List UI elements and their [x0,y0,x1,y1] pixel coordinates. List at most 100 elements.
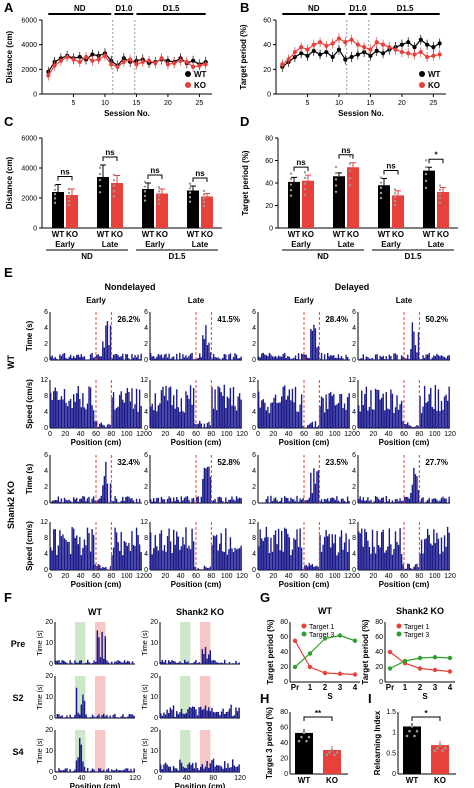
histogram-bar [159,533,161,570]
histogram-bar [138,498,141,503]
histogram-bar [198,662,200,664]
histogram-bar [222,663,224,664]
histogram-bar [281,396,283,428]
y-tick-label: 20 [150,619,158,626]
individual-point [328,751,331,754]
histogram-bar [176,353,178,360]
x-tick-label: 80 [207,431,215,438]
y-axis-label: Target period (%) [361,619,370,685]
histogram-bar [237,396,239,428]
histogram-bar [302,426,304,428]
histogram-bar [259,529,261,570]
x-tick-label: 2 [323,683,328,692]
histogram-bar [279,356,281,360]
y-tick-label: 12 [140,377,148,384]
histogram-bar [174,544,176,570]
histogram-bar [440,355,443,360]
histogram-bar [150,406,152,428]
category-label: WT [97,230,110,239]
histogram-bar [274,356,277,360]
histogram-bar [183,544,186,570]
y-tick-label: 60 [265,158,273,165]
histogram-bar [87,767,89,772]
histogram-bar [413,331,415,360]
histogram-bar [132,544,135,570]
individual-point [289,172,293,175]
histogram-bar [166,536,169,570]
histogram-bar [404,496,406,503]
histogram-bar [123,540,125,570]
histogram-bar [179,352,181,360]
y-tick-label: 0 [154,661,158,668]
x-axis-label: Position (cm) [279,580,330,589]
histogram-bar [185,712,188,718]
histogram-bar [205,427,207,428]
histogram-bar [287,533,289,570]
histogram-bar [448,532,450,570]
histogram-bar [69,500,72,503]
histogram-bar [323,354,326,360]
data-point [191,64,196,69]
histogram-bar [364,393,366,428]
histogram-bar [150,353,152,360]
histogram-bar [393,548,395,570]
y-tick-label: 20 [45,619,53,626]
histogram-bar [101,715,103,718]
histogram-bar [160,713,162,718]
individual-point [98,184,102,188]
y-tick-label: 6 [252,309,256,316]
histogram-bar [111,397,113,428]
histogram-bar [277,402,280,428]
histogram-bar [287,395,289,428]
histogram-bar [74,357,76,360]
sig-bracket [383,170,399,175]
histogram-bar [282,386,284,428]
histogram-bar [153,410,155,428]
histogram-bar [92,357,95,360]
histogram-bar [442,356,444,360]
histogram-bar [82,356,84,360]
y-tick-label: 4 [252,551,256,558]
histogram-bar [228,662,231,664]
y-axis-label: Time (s) [142,630,149,655]
data-point [197,63,202,68]
histogram-bar [119,770,121,772]
histogram-bar [212,535,215,570]
histogram-bar [288,356,291,360]
histogram-bar [385,496,387,503]
histogram-bar [417,332,420,360]
individual-point [112,189,116,193]
target-percentage: 52.8% [217,458,240,467]
target-1-band [95,676,106,718]
histogram-bar [63,717,65,718]
histogram-bar [238,548,241,570]
histogram-bar [179,549,181,570]
histogram-bar [230,704,232,718]
histogram-bar [102,341,104,360]
legend-marker [301,623,307,629]
histogram-bar [79,498,81,503]
histogram-bar [83,539,86,570]
x-tick-label: 80 [415,431,423,438]
x-tick-label: 120 [136,431,148,438]
histogram-bar [171,553,173,570]
histogram-bar [173,395,175,428]
histogram-bar [348,359,350,360]
y-tick-label: 0 [44,357,48,364]
histogram-bar [288,537,291,570]
histogram-bar [200,706,202,718]
histogram-bar [107,768,110,772]
y-tick-label: 10 [150,748,158,755]
histogram-bar [297,501,300,503]
x-axis-label: Position (cm) [379,580,430,589]
x-axis-label: Position (cm) [171,580,222,589]
y-tick-label: 80 [280,619,288,626]
histogram-bar [428,394,430,428]
condition-label-delayed: Delayed [335,282,370,292]
histogram-bar [206,658,208,664]
histogram-bar [123,716,126,718]
histogram-bar [135,388,138,428]
histogram-bar [68,356,70,360]
